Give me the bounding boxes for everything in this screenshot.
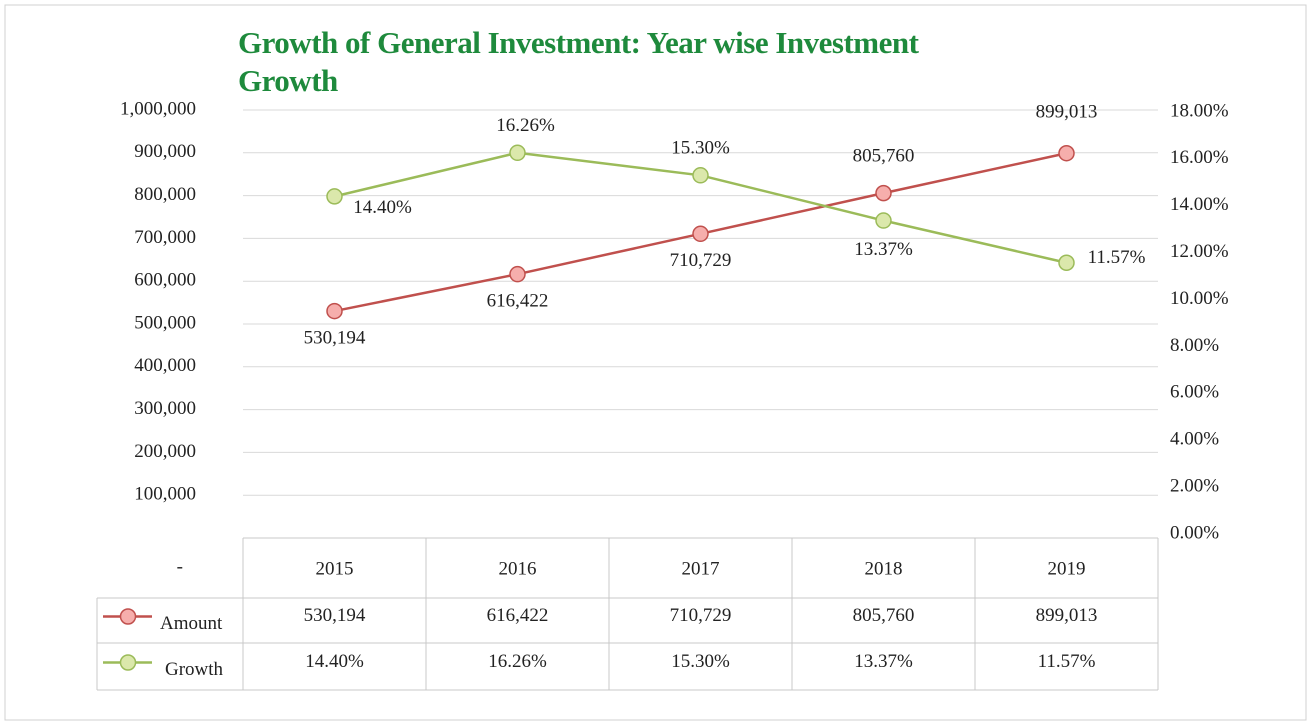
legend-label: Growth: [165, 659, 224, 680]
table-cell: 16.26%: [488, 651, 547, 672]
y-tick-label: 600,000: [134, 270, 196, 291]
y2-tick-label: 18.00%: [1170, 100, 1229, 121]
x-tick-label: 2017: [682, 558, 720, 579]
y-tick-label: 500,000: [134, 312, 196, 333]
data-point: [509, 265, 526, 283]
table-cell: 616,422: [487, 605, 549, 626]
table-cell: 15.30%: [671, 651, 730, 672]
legend-key-marker: [119, 654, 137, 671]
y-tick-label: 800,000: [134, 184, 196, 205]
y-tick-label: 300,000: [134, 398, 196, 419]
x-tick-label: 2019: [1048, 558, 1086, 579]
data-point: [1058, 254, 1075, 271]
table-cell: 13.37%: [854, 651, 913, 672]
legend-label: Amount: [160, 613, 223, 634]
y2-tick-label: 4.00%: [1170, 429, 1219, 450]
data-point: [692, 225, 709, 243]
y2-tick-label: 16.00%: [1170, 147, 1229, 168]
x-tick-label: 2018: [865, 558, 903, 579]
y2-tick-label: 10.00%: [1170, 288, 1229, 309]
table-cell: 710,729: [670, 605, 732, 626]
y-tick-label: 1,000,000: [120, 98, 196, 119]
y-tick-label: -: [177, 556, 183, 577]
y2-tick-label: 2.00%: [1170, 475, 1219, 496]
table-cell: 530,194: [304, 605, 366, 626]
table-cell: 805,760: [853, 605, 915, 626]
data-label: 530,194: [304, 327, 366, 348]
y-tick-label: 700,000: [134, 227, 196, 248]
y-tick-label: 900,000: [134, 141, 196, 162]
x-tick-label: 2015: [316, 558, 354, 579]
table-cell: 899,013: [1036, 605, 1098, 626]
data-point: [692, 167, 709, 184]
data-label: 899,013: [1036, 102, 1098, 123]
data-label: 616,422: [487, 291, 549, 312]
data-label: 13.37%: [854, 239, 913, 260]
y-tick-label: 200,000: [134, 441, 196, 462]
y2-tick-label: 8.00%: [1170, 335, 1219, 356]
data-point: [875, 212, 892, 229]
legend-key-marker: [119, 608, 137, 625]
data-label: 11.57%: [1088, 247, 1146, 268]
y2-tick-label: 14.00%: [1170, 194, 1229, 215]
data-label: 805,760: [853, 145, 915, 166]
table-cell: 11.57%: [1038, 651, 1096, 672]
data-label: 710,729: [670, 250, 732, 271]
data-label: 15.30%: [671, 138, 730, 159]
data-label: 16.26%: [496, 115, 555, 136]
y-tick-label: 100,000: [134, 484, 196, 505]
data-point: [326, 188, 343, 205]
y2-tick-label: 0.00%: [1170, 522, 1219, 543]
y2-tick-label: 12.00%: [1170, 241, 1229, 262]
data-label: 14.40%: [353, 197, 412, 218]
x-tick-label: 2016: [499, 558, 537, 579]
data-point: [326, 302, 343, 320]
chart-title: Growth of General Investment: Year wise …: [238, 25, 919, 98]
chart-border: [4, 4, 1307, 721]
data-point: [1058, 144, 1075, 162]
table-cell: 14.40%: [305, 651, 364, 672]
y-tick-label: 400,000: [134, 355, 196, 376]
data-point: [509, 144, 526, 162]
y2-tick-label: 6.00%: [1170, 382, 1219, 403]
data-point: [875, 184, 892, 202]
